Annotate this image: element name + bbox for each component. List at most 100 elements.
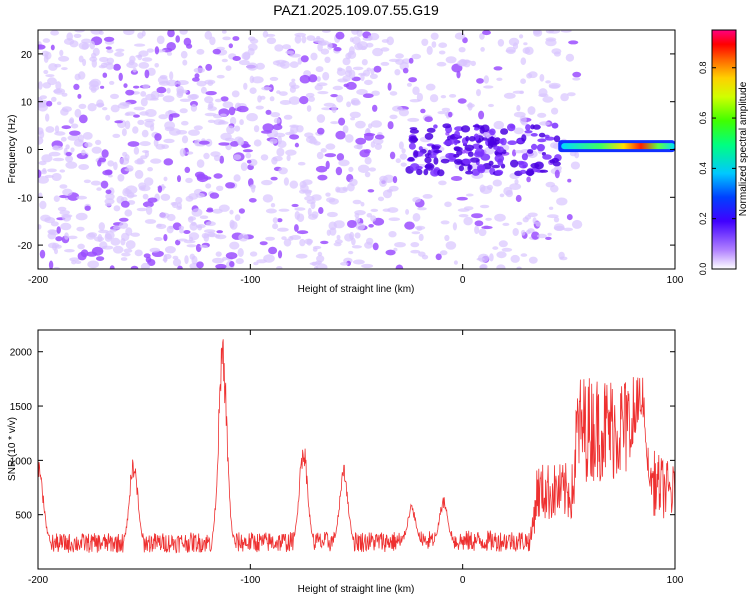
noise-blob	[61, 125, 72, 130]
noise-blob	[478, 253, 489, 263]
noise-blob	[285, 149, 297, 156]
noise-blob	[297, 161, 306, 166]
noise-blob	[505, 190, 513, 198]
noise-blob	[185, 195, 194, 202]
noise-blob	[367, 189, 375, 193]
noise-blob	[370, 215, 377, 222]
noise-blob	[65, 155, 74, 163]
noise-blob	[296, 230, 309, 235]
noise-blob	[520, 57, 527, 65]
noise-blob	[464, 144, 475, 151]
noise-blob	[268, 246, 278, 255]
noise-blob	[101, 149, 109, 158]
noise-blob	[59, 184, 68, 189]
noise-blob	[218, 142, 230, 146]
noise-blob	[75, 260, 82, 264]
noise-blob	[144, 219, 157, 224]
noise-blob	[177, 265, 183, 269]
noise-blob	[467, 151, 474, 157]
noise-blob	[78, 114, 88, 124]
noise-blob	[474, 220, 484, 227]
noise-blob	[388, 231, 397, 238]
noise-blob	[81, 38, 92, 44]
noise-blob	[272, 60, 281, 66]
noise-blob	[255, 62, 265, 70]
noise-blob	[356, 89, 368, 95]
noise-blob	[43, 54, 49, 63]
noise-blob	[81, 149, 86, 156]
noise-blob	[500, 137, 507, 146]
noise-blob	[361, 45, 367, 50]
noise-blob	[203, 233, 210, 242]
noise-blob	[283, 114, 293, 120]
snr-x-axis-label: Height of straight line (km)	[298, 584, 415, 595]
noise-blob	[127, 194, 138, 198]
noise-blob	[77, 251, 87, 261]
noise-blob	[516, 221, 523, 226]
noise-blob	[98, 229, 109, 234]
noise-blob	[516, 266, 522, 269]
noise-blob	[47, 168, 57, 173]
noise-blob	[105, 189, 112, 195]
noise-blob	[125, 227, 133, 236]
noise-blob	[166, 79, 178, 87]
noise-blob	[105, 63, 114, 70]
noise-blob	[299, 238, 306, 247]
noise-blob	[380, 61, 390, 66]
noise-blob	[364, 79, 373, 86]
noise-blob	[98, 222, 106, 231]
noise-blob	[454, 32, 466, 40]
noise-blob	[133, 85, 140, 89]
noise-blob	[381, 39, 390, 43]
colorbar-label: Normalized spectral amplitude	[738, 81, 749, 216]
noise-blob	[215, 251, 222, 257]
colorbar-frame	[711, 29, 737, 270]
noise-blob	[169, 71, 174, 81]
noise-blob	[84, 205, 91, 211]
noise-blob	[471, 213, 483, 219]
noise-blob	[46, 100, 53, 107]
noise-blob	[394, 69, 401, 76]
noise-blob	[142, 201, 154, 208]
noise-blob	[53, 266, 61, 269]
noise-blob	[276, 90, 281, 94]
noise-blob	[494, 169, 504, 175]
noise-blob	[272, 124, 283, 131]
noise-blob	[571, 219, 583, 229]
noise-blob	[179, 228, 184, 234]
noise-blob	[140, 97, 148, 107]
noise-blob	[440, 95, 447, 99]
noise-blob	[544, 134, 550, 138]
colorbar-tick-label: 0.8	[698, 61, 708, 74]
noise-blob	[163, 158, 174, 166]
noise-blob	[167, 30, 175, 38]
noise-blob	[203, 229, 216, 234]
noise-blob	[566, 214, 573, 221]
noise-blob	[492, 179, 502, 187]
noise-blob	[364, 132, 374, 141]
noise-blob	[38, 81, 43, 90]
noise-blob	[388, 217, 401, 221]
noise-blob	[146, 48, 154, 53]
noise-blob	[257, 95, 262, 103]
noise-blob	[140, 262, 150, 269]
noise-blob	[309, 138, 318, 145]
noise-blob	[289, 61, 299, 68]
noise-blob	[322, 71, 330, 81]
noise-blob	[44, 217, 56, 224]
noise-blob	[366, 213, 373, 218]
noise-blob	[101, 245, 114, 250]
noise-blob	[294, 32, 307, 37]
noise-blob	[189, 253, 195, 260]
noise-blob	[410, 137, 419, 142]
noise-blob	[417, 207, 427, 211]
noise-blob	[324, 56, 331, 63]
noise-blob	[535, 221, 542, 227]
noise-blob	[195, 224, 206, 229]
noise-blob	[351, 245, 362, 249]
x-tick-label: -100	[240, 275, 260, 286]
noise-blob	[91, 59, 98, 68]
noise-blob	[273, 117, 281, 124]
noise-blob	[389, 114, 398, 120]
